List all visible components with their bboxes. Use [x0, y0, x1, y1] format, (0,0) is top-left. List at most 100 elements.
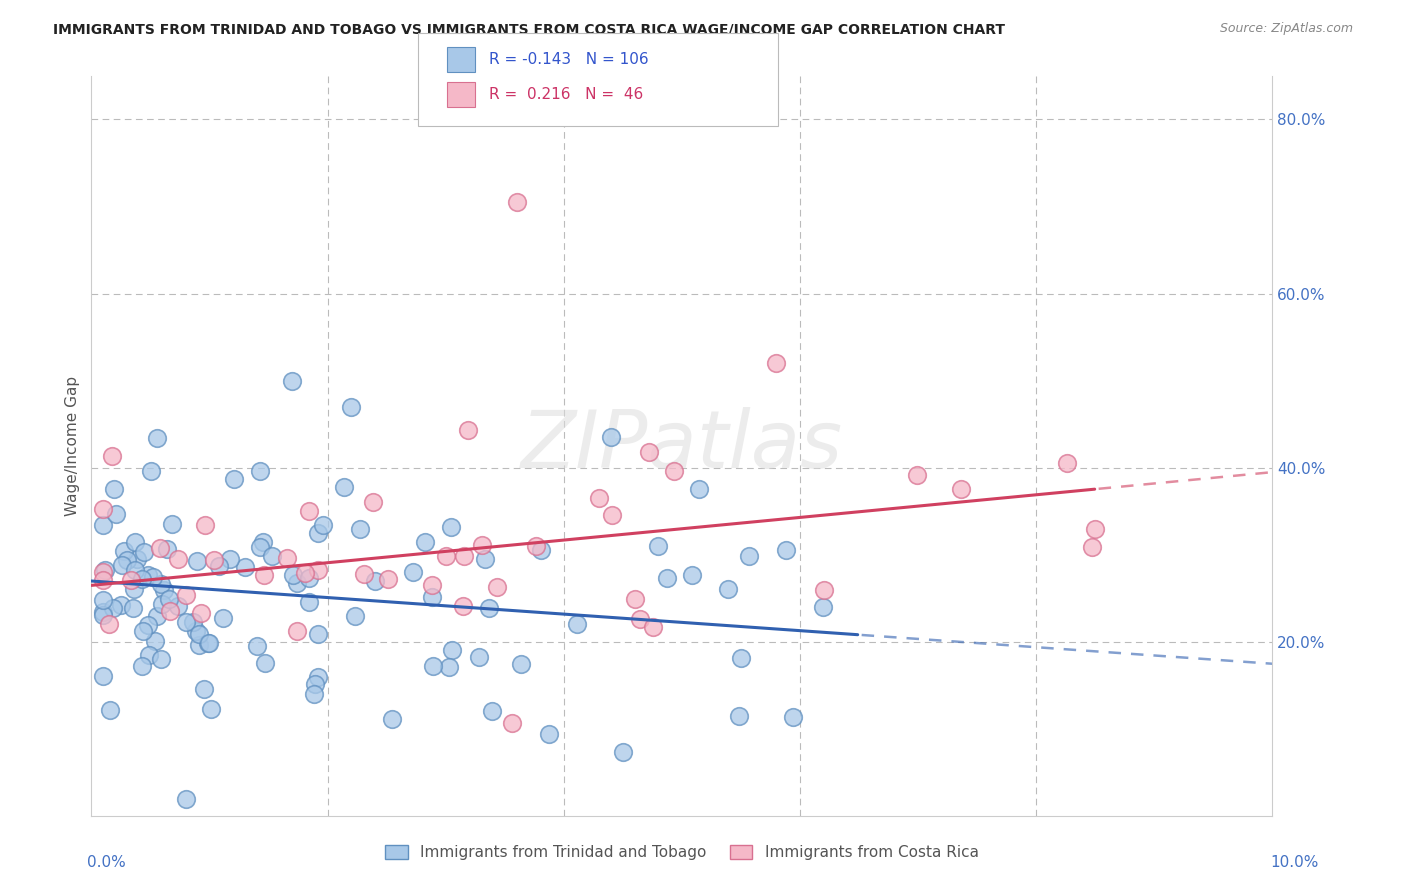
- Point: [474, 552, 496, 566]
- Text: IMMIGRANTS FROM TRINIDAD AND TOBAGO VS IMMIGRANTS FROM COSTA RICA WAGE/INCOME GA: IMMIGRANTS FROM TRINIDAD AND TOBAGO VS I…: [53, 22, 1005, 37]
- Point: [153, 582, 176, 597]
- Point: [307, 563, 329, 577]
- Point: [103, 483, 125, 497]
- Point: [1080, 540, 1102, 554]
- Point: [565, 616, 588, 631]
- Point: [131, 572, 153, 586]
- Point: [208, 558, 231, 573]
- Point: [125, 551, 148, 566]
- Point: [187, 627, 209, 641]
- Point: [287, 575, 309, 590]
- Point: [728, 709, 751, 723]
- Text: ZIPatlas: ZIPatlas: [520, 407, 844, 485]
- Point: [138, 648, 160, 663]
- Point: [434, 549, 457, 563]
- Point: [167, 599, 190, 613]
- Text: 0.0%: 0.0%: [87, 855, 127, 870]
- Point: [453, 549, 475, 563]
- Point: [139, 464, 162, 478]
- Point: [202, 553, 225, 567]
- Point: [91, 565, 114, 579]
- Point: [422, 659, 444, 673]
- Point: [949, 483, 972, 497]
- Point: [624, 592, 647, 607]
- Point: [811, 600, 834, 615]
- Point: [253, 568, 276, 582]
- Point: [187, 638, 209, 652]
- Point: [115, 553, 138, 567]
- Point: [638, 445, 661, 459]
- Point: [150, 652, 173, 666]
- Point: [602, 508, 624, 523]
- Point: [349, 522, 371, 536]
- Point: [254, 656, 277, 670]
- Point: [124, 535, 146, 549]
- Point: [111, 558, 134, 572]
- Point: [97, 617, 120, 632]
- Point: [91, 669, 114, 683]
- Point: [120, 573, 142, 587]
- Point: [91, 573, 114, 587]
- Point: [176, 615, 198, 630]
- Text: Source: ZipAtlas.com: Source: ZipAtlas.com: [1219, 22, 1353, 36]
- Point: [211, 611, 233, 625]
- Point: [307, 670, 329, 684]
- Point: [505, 195, 527, 210]
- Point: [344, 609, 367, 624]
- Point: [304, 677, 326, 691]
- Point: [612, 745, 634, 759]
- Point: [285, 624, 308, 638]
- Point: [377, 572, 399, 586]
- Point: [294, 566, 316, 580]
- Point: [381, 712, 404, 726]
- Point: [775, 543, 797, 558]
- Point: [150, 577, 173, 591]
- Point: [717, 582, 740, 596]
- Point: [420, 578, 443, 592]
- Point: [501, 716, 523, 731]
- Point: [765, 356, 787, 370]
- Point: [600, 430, 623, 444]
- Point: [184, 624, 207, 638]
- Point: [98, 703, 121, 717]
- Point: [91, 608, 114, 623]
- Point: [150, 597, 173, 611]
- Point: [457, 423, 479, 437]
- Point: [628, 612, 651, 626]
- Point: [121, 600, 143, 615]
- Point: [157, 592, 180, 607]
- Point: [101, 450, 124, 464]
- Point: [249, 464, 271, 478]
- Point: [146, 609, 169, 624]
- Point: [132, 624, 155, 639]
- Point: [197, 636, 219, 650]
- Point: [402, 566, 425, 580]
- Point: [174, 588, 197, 602]
- Point: [730, 650, 752, 665]
- Point: [1084, 522, 1107, 536]
- Point: [529, 542, 551, 557]
- Point: [643, 620, 665, 634]
- Point: [297, 504, 319, 518]
- Point: [246, 639, 269, 653]
- Point: [681, 568, 703, 582]
- Point: [471, 538, 494, 552]
- Point: [200, 702, 222, 716]
- Point: [174, 791, 197, 805]
- Point: [198, 635, 221, 649]
- Point: [333, 479, 356, 493]
- Point: [149, 541, 172, 556]
- Point: [138, 618, 160, 632]
- Point: [311, 517, 333, 532]
- Point: [218, 551, 240, 566]
- Point: [298, 595, 321, 609]
- Point: [647, 539, 669, 553]
- Point: [420, 591, 443, 605]
- Point: [481, 704, 503, 718]
- Legend: Immigrants from Trinidad and Tobago, Immigrants from Costa Rica: Immigrants from Trinidad and Tobago, Imm…: [385, 846, 979, 861]
- Point: [132, 545, 155, 559]
- Point: [94, 563, 117, 577]
- Point: [186, 554, 208, 568]
- Y-axis label: Wage/Income Gap: Wage/Income Gap: [65, 376, 80, 516]
- Point: [124, 563, 146, 577]
